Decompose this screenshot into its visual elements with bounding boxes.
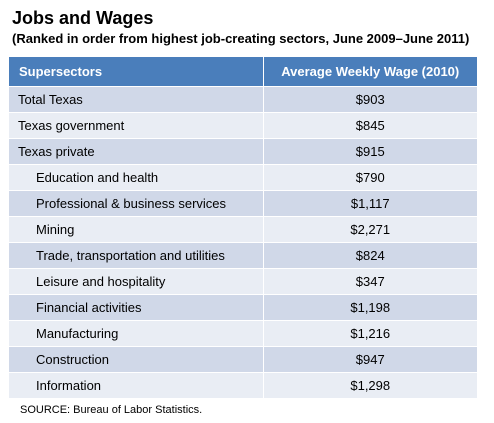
sector-name-cell: Trade, transportation and utilities [9,242,264,269]
sector-name-cell: Manufacturing [9,320,264,347]
weekly-wage-cell: $947 [263,346,477,373]
table-row: Texas private $915 [9,138,477,165]
weekly-wage-cell: $347 [263,268,477,295]
weekly-wage-cell: $2,271 [263,216,477,243]
weekly-wage-cell: $1,198 [263,294,477,321]
table-row: Information $1,298 [9,372,477,398]
sector-name-cell: Texas government [9,112,264,139]
table-row: Financial activities $1,198 [9,294,477,321]
source-note: SOURCE: Bureau of Labor Statistics. [20,404,203,416]
table-row: Construction $947 [9,346,477,373]
weekly-wage-cell: $1,117 [263,190,477,217]
chart-subtitle: (Ranked in order from highest job-creati… [12,31,470,46]
weekly-wage-cell: $903 [263,86,477,113]
weekly-wage-cell: $845 [263,112,477,139]
table-header-row: Supersectors Average Weekly Wage (2010) [9,57,477,87]
column-header-average-weekly-wage: Average Weekly Wage (2010) [263,57,477,87]
wages-table: Supersectors Average Weekly Wage (2010) … [9,57,477,398]
weekly-wage-cell: $1,298 [263,372,477,398]
table-row: Professional & business services $1,117 [9,190,477,217]
table-row: Total Texas $903 [9,86,477,113]
sector-name-cell: Leisure and hospitality [9,268,264,295]
table-body: Total Texas $903 Texas government $845 Texas… [9,86,477,398]
table-row: Mining $2,271 [9,216,477,243]
weekly-wage-cell: $790 [263,164,477,191]
sector-name-cell: Information [9,372,264,398]
table-row: Leisure and hospitality $347 [9,268,477,295]
sector-name-cell: Professional & business services [9,190,264,217]
weekly-wage-cell: $915 [263,138,477,165]
table-row: Education and health $790 [9,164,477,191]
sector-name-cell: Education and health [9,164,264,191]
table-row: Manufacturing $1,216 [9,320,477,347]
weekly-wage-cell: $1,216 [263,320,477,347]
sector-name-cell: Construction [9,346,264,373]
weekly-wage-cell: $824 [263,242,477,269]
sector-name-cell: Texas private [9,138,264,165]
table-row: Texas government $845 [9,112,477,139]
column-header-supersectors: Supersectors [9,57,264,87]
sector-name-cell: Financial activities [9,294,264,321]
table-row: Trade, transportation and utilities $824 [9,242,477,269]
sector-name-cell: Mining [9,216,264,243]
sector-name-cell: Total Texas [9,86,264,113]
chart-title: Jobs and Wages [12,8,154,28]
